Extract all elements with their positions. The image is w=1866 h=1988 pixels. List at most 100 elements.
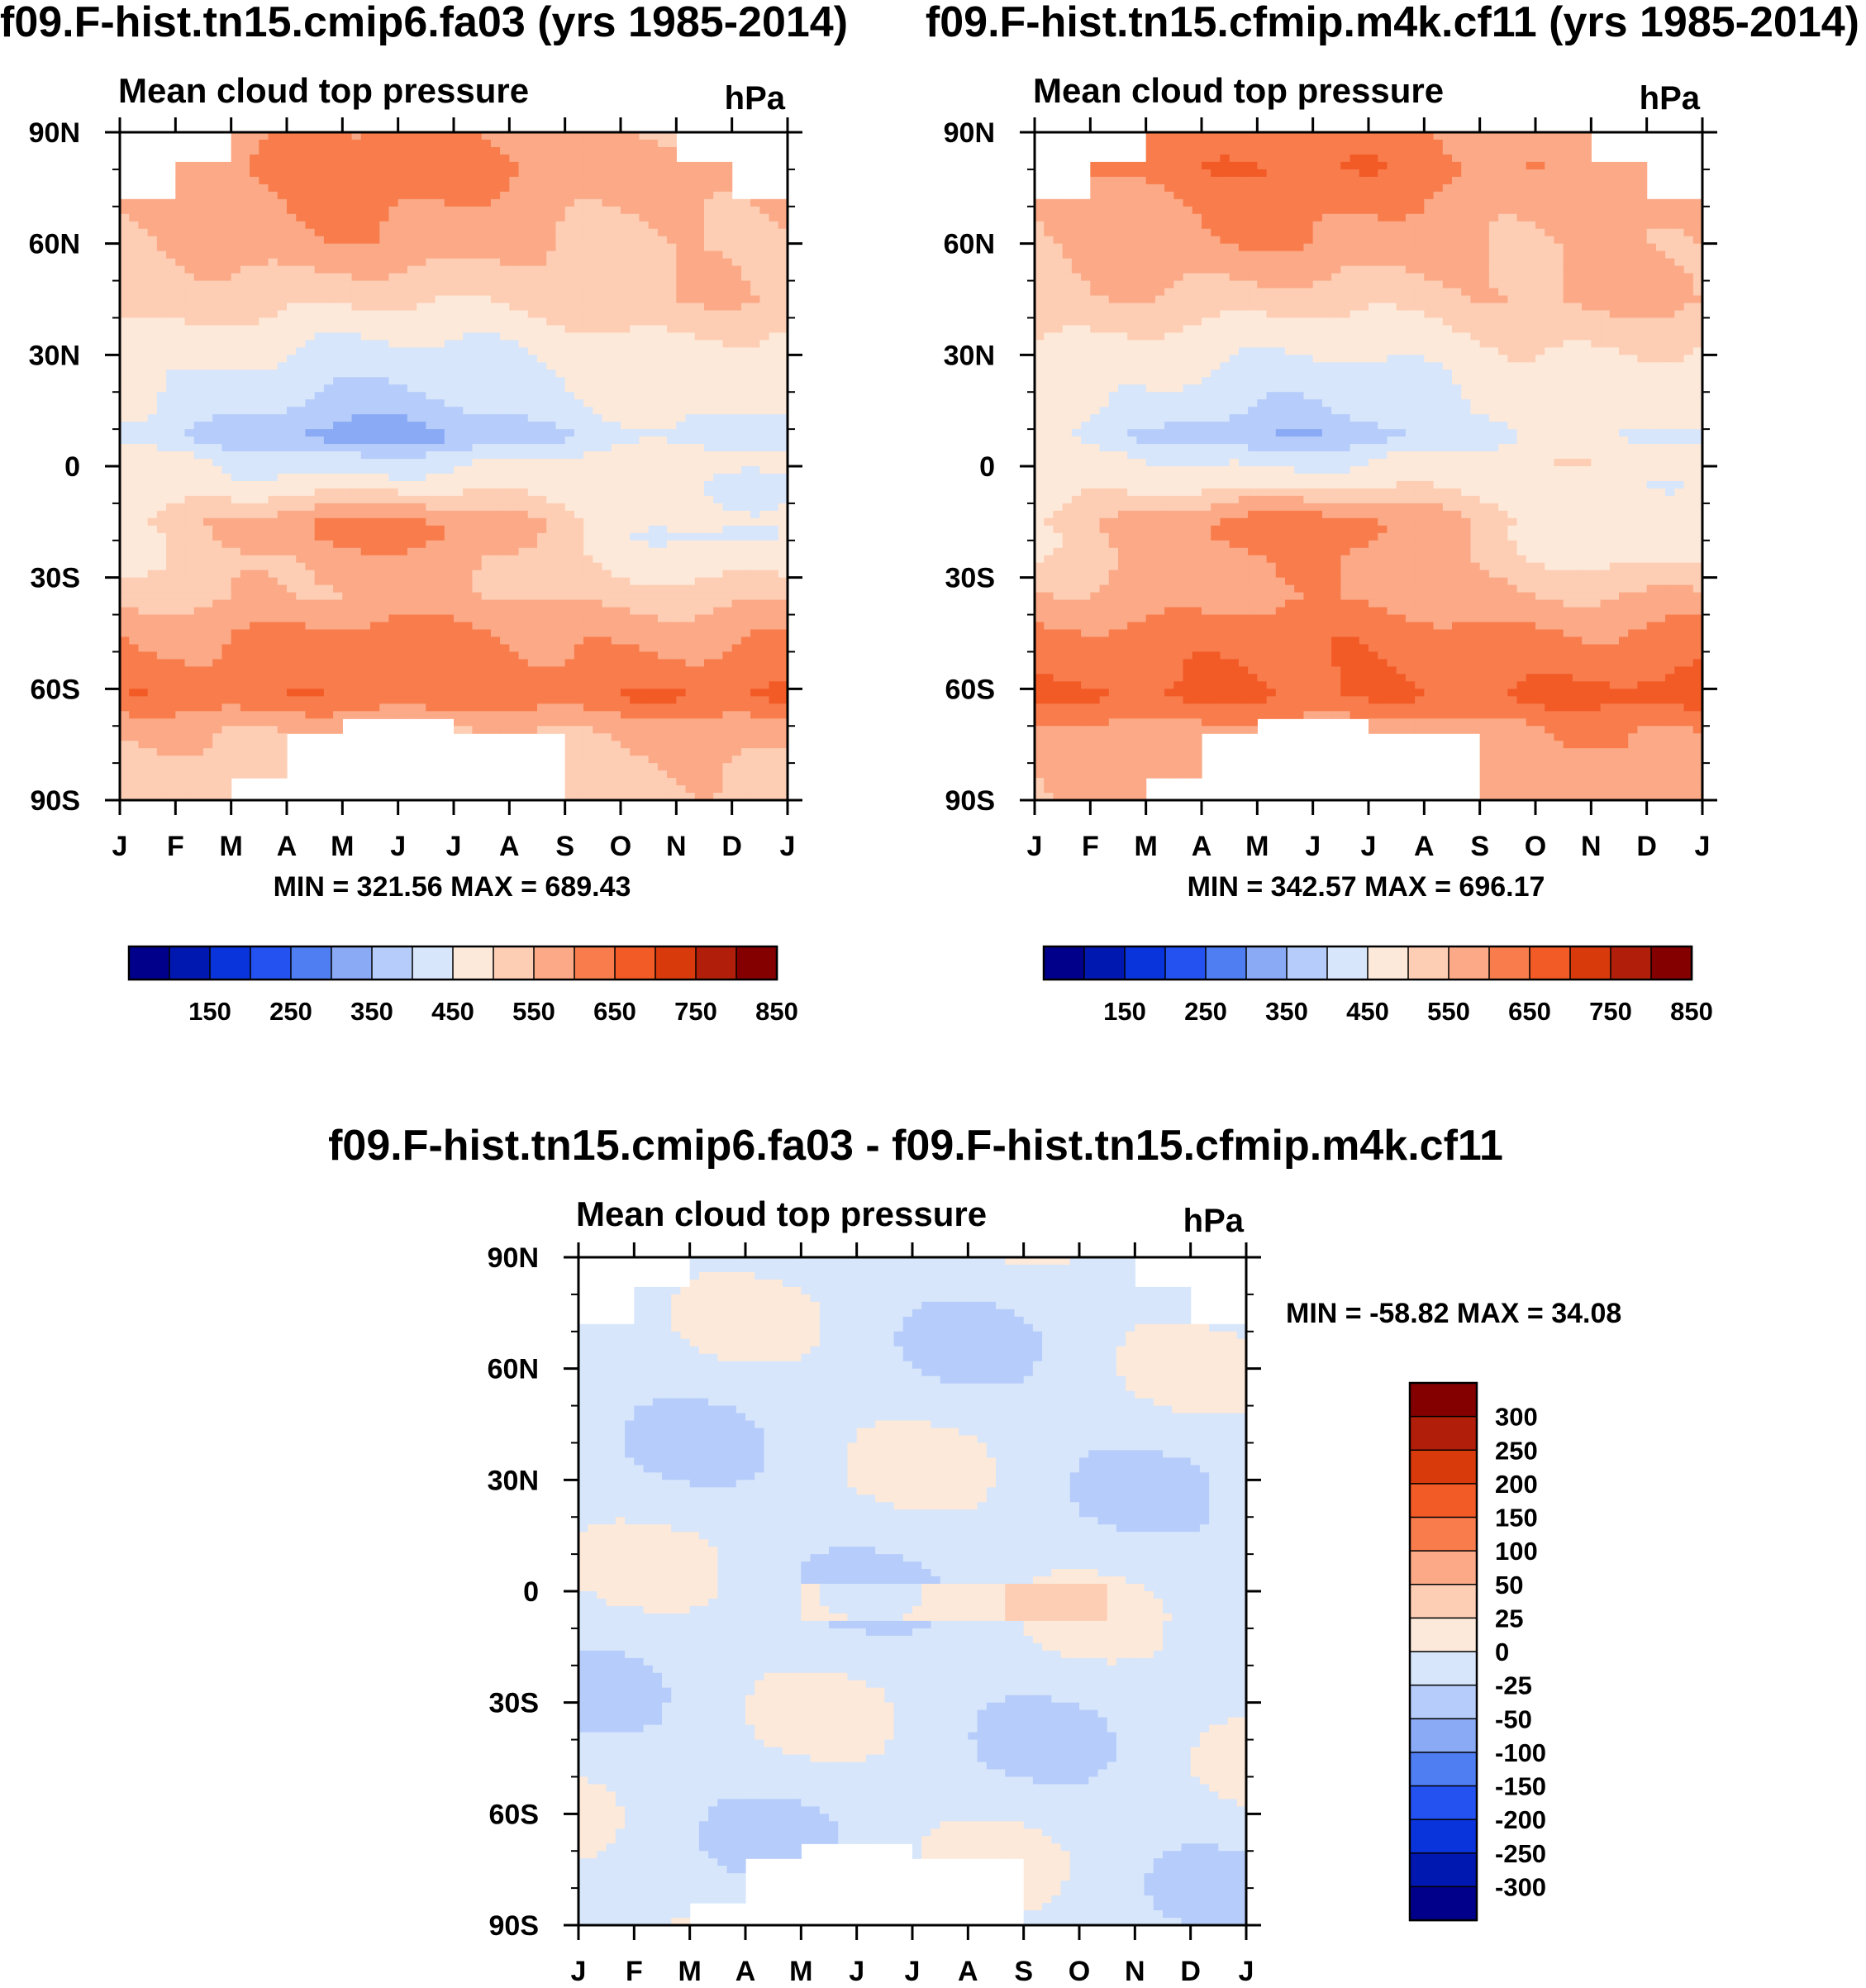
contour-cell — [342, 169, 352, 178]
contour-cell — [250, 192, 259, 200]
contour-cell — [722, 162, 732, 170]
contour-cell — [398, 347, 408, 355]
contour-cell — [759, 362, 769, 370]
contour-cell — [491, 593, 501, 601]
contour-cell — [472, 466, 482, 474]
contour-cell — [342, 608, 352, 616]
contour-cell — [658, 199, 668, 207]
contour-cell — [185, 377, 195, 385]
contour-cell — [667, 481, 677, 489]
contour-cell — [519, 414, 529, 422]
contour-cell — [759, 548, 769, 556]
contour-cell — [426, 474, 436, 482]
contour-cell — [426, 266, 436, 274]
contour-cell — [667, 310, 677, 318]
contour-cell — [454, 503, 464, 512]
contour-cell — [120, 266, 130, 274]
contour-cell — [129, 199, 139, 207]
contour-cell — [509, 207, 519, 215]
contour-cell — [120, 317, 130, 326]
contour-cell — [583, 578, 593, 586]
contour-cell — [157, 459, 167, 467]
contour-cell — [658, 644, 668, 652]
contour-cell — [602, 622, 612, 631]
contour-cell — [658, 541, 668, 549]
contour-cell — [278, 355, 288, 363]
contour-cell — [537, 429, 547, 437]
contour-cell — [436, 608, 445, 616]
contour-cell — [472, 459, 482, 467]
contour-cell — [658, 192, 668, 200]
contour-cell — [472, 169, 482, 178]
contour-cell — [454, 184, 464, 193]
contour-cell — [166, 429, 176, 437]
contour-cell — [769, 578, 779, 586]
contour-cell — [231, 162, 241, 170]
contour-cell — [546, 444, 556, 452]
contour-cell — [278, 593, 288, 601]
contour-cell — [342, 222, 352, 230]
contour-cell — [649, 636, 659, 645]
contour-cell — [342, 474, 352, 482]
contour-cell — [194, 608, 204, 616]
contour-cell — [221, 236, 231, 245]
contour-cell — [769, 600, 779, 608]
contour-cell — [574, 384, 584, 393]
contour-cell — [658, 288, 668, 297]
contour-cell — [759, 407, 769, 415]
contour-cell — [352, 244, 362, 252]
contour-cell — [621, 518, 631, 527]
contour-cell — [250, 229, 259, 237]
contour-cell — [472, 296, 482, 304]
contour-cell — [750, 615, 760, 623]
contour-cell — [621, 496, 631, 504]
contour-cell — [472, 555, 482, 564]
contour-cell — [445, 503, 455, 512]
contour-cell — [583, 192, 593, 200]
contour-cell — [759, 474, 769, 482]
contour-cell — [658, 332, 668, 341]
contour-cell — [519, 177, 529, 185]
contour-cell — [612, 222, 621, 230]
contour-cell — [324, 541, 334, 549]
contour-cell — [555, 555, 565, 564]
contour-cell — [426, 481, 436, 489]
contour-cell — [574, 288, 584, 297]
contour-cell — [203, 630, 213, 638]
contour-cell — [445, 518, 455, 527]
contour-cell — [342, 578, 352, 586]
contour-cell — [194, 332, 204, 341]
contour-cell — [686, 622, 696, 631]
contour-cell — [361, 340, 371, 348]
contour-cell — [686, 251, 696, 260]
contour-cell — [686, 541, 696, 549]
contour-cell — [259, 140, 269, 148]
contour-cell — [407, 259, 417, 267]
contour-cell — [194, 615, 204, 623]
contour-cell — [203, 644, 213, 652]
contour-cell — [509, 489, 519, 497]
contour-cell — [212, 548, 222, 556]
contour-cell — [194, 407, 204, 415]
contour-cell — [537, 303, 547, 311]
contour-cell — [287, 496, 297, 504]
contour-cell — [398, 407, 408, 415]
contour-cell — [157, 422, 167, 430]
contour-cell — [175, 636, 185, 645]
contour-cell — [621, 578, 631, 586]
contour-cell — [593, 399, 602, 408]
contour-cell — [639, 578, 649, 586]
contour-cell — [138, 251, 148, 260]
contour-cell — [278, 622, 288, 631]
contour-cell — [630, 636, 640, 645]
contour-cell — [287, 407, 297, 415]
contour-cell — [593, 436, 602, 445]
contour-cell — [221, 274, 231, 282]
contour-cell — [565, 184, 575, 193]
contour-cell — [491, 518, 501, 527]
contour-cell — [240, 207, 250, 215]
contour-cell — [333, 489, 343, 497]
contour-cell — [203, 251, 213, 260]
contour-cell — [583, 251, 593, 260]
contour-cell — [166, 214, 176, 222]
